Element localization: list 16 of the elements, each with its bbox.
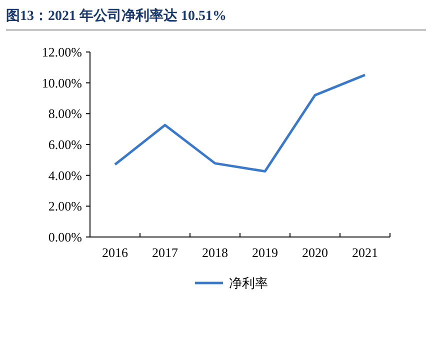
x-tick-label: 2016 xyxy=(102,245,128,260)
y-tick-label: 2.00% xyxy=(48,198,82,214)
x-tick-label: 2019 xyxy=(252,245,278,260)
y-tick-label: 10.00% xyxy=(42,75,82,90)
chart-title: 图13：2021 年公司净利率达 10.51% xyxy=(6,7,226,24)
x-tick-label: 2020 xyxy=(302,245,328,260)
y-tick-label: 6.00% xyxy=(48,137,82,152)
x-tick-label: 2017 xyxy=(152,245,178,260)
y-tick-label: 4.00% xyxy=(48,168,82,183)
line-series xyxy=(114,74,366,173)
y-tick-label: 12.00% xyxy=(42,44,82,60)
legend-label: 净利率 xyxy=(229,276,268,291)
y-tick-label: 0.00% xyxy=(48,230,82,245)
x-tick-label: 2018 xyxy=(202,245,228,260)
x-tick-label: 2021 xyxy=(352,245,378,260)
y-tick-label: 8.00% xyxy=(48,106,82,122)
